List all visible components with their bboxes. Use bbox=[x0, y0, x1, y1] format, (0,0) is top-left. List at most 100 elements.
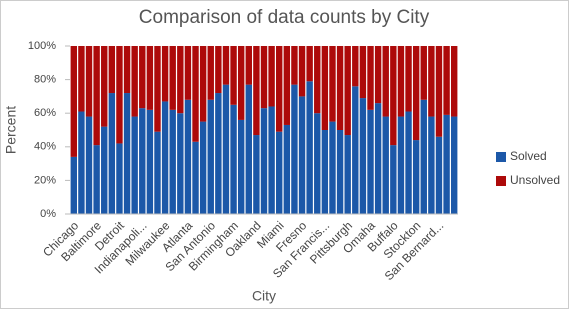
y-tick-label: 100% bbox=[28, 40, 56, 52]
bar-segment bbox=[230, 104, 237, 214]
bar-segment bbox=[344, 135, 351, 214]
bar-segment bbox=[237, 46, 245, 120]
chart-title: Comparison of data counts by City bbox=[139, 7, 430, 28]
bar-segment bbox=[237, 119, 245, 214]
bar-segment bbox=[215, 46, 222, 94]
bar-segment bbox=[268, 46, 275, 107]
bar-segment bbox=[367, 46, 374, 110]
bar-segment bbox=[405, 111, 412, 214]
bar-segment bbox=[245, 46, 252, 85]
y-tick-label: 0% bbox=[40, 208, 56, 220]
bar-segment bbox=[131, 116, 138, 214]
bar-segment bbox=[260, 46, 268, 109]
bar-segment bbox=[177, 46, 184, 114]
bar-segment bbox=[428, 46, 435, 117]
bar-segment bbox=[123, 93, 131, 214]
bar-segment bbox=[192, 141, 199, 214]
legend-swatch bbox=[496, 152, 506, 162]
bar-segment bbox=[116, 143, 123, 214]
bar-segment bbox=[222, 84, 230, 214]
bar-segment bbox=[352, 46, 359, 87]
bar-segment bbox=[390, 46, 397, 146]
bar-segment bbox=[382, 116, 389, 214]
bar-segment bbox=[123, 46, 131, 94]
bar-segment bbox=[443, 46, 450, 115]
bar-segment bbox=[154, 46, 161, 132]
bar-segment bbox=[154, 131, 161, 214]
bar-segment bbox=[131, 46, 138, 117]
y-tick-label: 60% bbox=[34, 107, 56, 119]
bar-segment bbox=[169, 46, 176, 110]
bar-segment bbox=[397, 116, 405, 214]
bar-segment bbox=[329, 121, 336, 214]
bar-segment bbox=[374, 103, 382, 214]
bar-segment bbox=[382, 46, 389, 117]
bar-segment bbox=[314, 46, 321, 114]
bar-segment bbox=[169, 109, 176, 214]
bar-segment bbox=[139, 108, 146, 214]
bar-segment bbox=[207, 99, 214, 214]
bar-segment bbox=[435, 46, 443, 137]
bar-segment bbox=[78, 111, 85, 214]
bar-segment bbox=[207, 46, 214, 100]
bar-segment bbox=[306, 46, 313, 82]
bar-segment bbox=[253, 135, 260, 214]
bar-segment bbox=[161, 101, 169, 214]
y-tick-label: 80% bbox=[34, 74, 56, 86]
bar-segment bbox=[374, 46, 382, 104]
legend-label: Unsolved bbox=[510, 173, 560, 187]
bar-segment bbox=[428, 116, 435, 214]
bar-segment bbox=[412, 140, 420, 214]
bar-segment bbox=[321, 130, 329, 214]
bar-segment bbox=[412, 46, 420, 141]
bar-segment bbox=[101, 126, 108, 214]
bar-segment bbox=[359, 98, 367, 214]
bar-segment bbox=[276, 131, 283, 214]
bar-segment bbox=[268, 106, 275, 214]
bar-segment bbox=[405, 46, 412, 112]
legend-label: Solved bbox=[510, 149, 547, 163]
bar-segment bbox=[260, 108, 268, 214]
y-tick-label: 40% bbox=[34, 141, 56, 153]
bar-segment bbox=[245, 84, 252, 214]
bar-segment bbox=[192, 46, 199, 142]
bar-segment bbox=[199, 46, 207, 122]
bar-segment bbox=[367, 109, 374, 214]
y-tick-label: 20% bbox=[34, 174, 56, 186]
legend-swatch bbox=[496, 176, 506, 186]
bar-segment bbox=[93, 145, 100, 214]
bar-segment bbox=[390, 145, 397, 214]
bar-segment bbox=[230, 46, 237, 105]
bar-segment bbox=[291, 84, 298, 214]
y-axis-title: Percent bbox=[3, 106, 19, 154]
bar-segment bbox=[215, 93, 222, 214]
bar-segment bbox=[352, 86, 359, 214]
bar-segment bbox=[359, 46, 367, 99]
bar-segment bbox=[314, 113, 321, 214]
bar-segment bbox=[116, 46, 123, 144]
bar-segment bbox=[146, 46, 154, 110]
bar-segment bbox=[78, 46, 85, 112]
bar-segment bbox=[253, 46, 260, 136]
bar-segment bbox=[108, 93, 116, 214]
bar-segment bbox=[101, 46, 108, 127]
bar-segment bbox=[443, 114, 450, 214]
bar-segment bbox=[283, 124, 291, 214]
bar-segment bbox=[450, 46, 458, 117]
bar-segment bbox=[222, 46, 230, 85]
x-axis-title: City bbox=[252, 288, 276, 304]
bar-segment bbox=[336, 130, 344, 214]
bar-segment bbox=[306, 81, 313, 214]
bar-segment bbox=[70, 156, 78, 214]
bar-segment bbox=[298, 96, 306, 214]
bar-segment bbox=[336, 46, 344, 130]
bar-segment bbox=[435, 136, 443, 214]
bar-segment bbox=[321, 46, 329, 130]
bar-segment bbox=[329, 46, 336, 122]
bar-segment bbox=[283, 46, 291, 125]
bar-segment bbox=[397, 46, 405, 117]
bar-segment bbox=[199, 121, 207, 214]
bar-segment bbox=[344, 46, 351, 136]
bar-segment bbox=[146, 109, 154, 214]
